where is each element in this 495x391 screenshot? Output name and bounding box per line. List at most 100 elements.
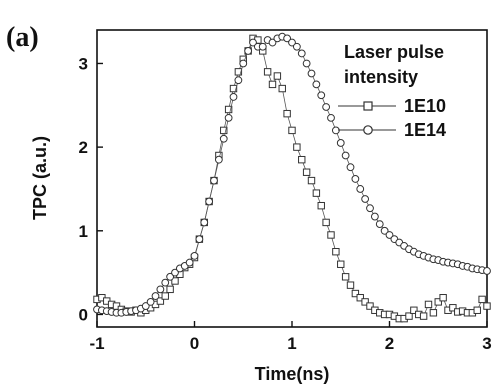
data-point-1e14 bbox=[224, 113, 233, 122]
data-point-1e14 bbox=[283, 34, 292, 43]
data-point-1e14 bbox=[327, 113, 335, 122]
legend-title-line-1: Laser pulse bbox=[344, 42, 444, 62]
data-point-1e14 bbox=[171, 268, 179, 277]
x-tick-label: 2 bbox=[385, 334, 394, 353]
data-point-1e10 bbox=[317, 201, 325, 210]
x-tick-label: 1 bbox=[287, 334, 296, 353]
data-point-1e14 bbox=[356, 185, 365, 193]
data-point-1e10 bbox=[234, 68, 243, 76]
legend-label-1e10: 1E10 bbox=[404, 96, 446, 116]
data-point-1e14 bbox=[141, 302, 150, 310]
data-point-1e14 bbox=[375, 220, 384, 228]
data-point-1e14 bbox=[351, 175, 360, 183]
data-point-1e10 bbox=[332, 248, 340, 256]
y-axis-title: TPC (a.u.) bbox=[30, 136, 50, 220]
legend-marker-1e10 bbox=[363, 101, 373, 111]
data-point-1e14 bbox=[185, 258, 194, 267]
data-point-1e10 bbox=[220, 126, 228, 135]
legend-entry-1e10: 1E10 bbox=[338, 96, 446, 116]
data-point-1e10 bbox=[449, 304, 457, 312]
y-tick-label: 3 bbox=[79, 54, 88, 73]
series-line-1e14 bbox=[96, 36, 488, 314]
data-point-1e14 bbox=[312, 80, 321, 89]
series-line-1e10 bbox=[96, 37, 488, 320]
data-point-1e14 bbox=[214, 155, 223, 164]
data-point-1e14 bbox=[336, 139, 345, 147]
data-point-1e10 bbox=[478, 295, 486, 304]
data-point-1e14 bbox=[268, 38, 277, 47]
data-point-1e10 bbox=[268, 80, 277, 89]
data-point-1e14 bbox=[307, 69, 316, 78]
data-point-1e14 bbox=[249, 38, 257, 47]
data-point-1e10 bbox=[283, 109, 291, 118]
data-point-1e14 bbox=[190, 251, 199, 260]
y-tick-label: 2 bbox=[79, 138, 88, 157]
data-point-1e14 bbox=[288, 38, 296, 47]
data-point-1e10 bbox=[473, 306, 481, 314]
legend-title-line-2: intensity bbox=[344, 67, 418, 87]
data-point-1e10 bbox=[298, 155, 306, 164]
data-point-1e10 bbox=[322, 218, 330, 227]
x-axis-title: Time(ns) bbox=[255, 364, 330, 384]
data-point-1e10 bbox=[434, 298, 442, 306]
data-point-1e14 bbox=[161, 278, 170, 287]
data-point-1e14 bbox=[317, 91, 326, 100]
data-point-1e14 bbox=[366, 204, 374, 213]
data-point-1e10 bbox=[429, 309, 438, 317]
data-point-1e10 bbox=[327, 231, 335, 239]
data-point-1e14 bbox=[195, 235, 204, 244]
data-point-1e10 bbox=[405, 312, 413, 320]
series-layer bbox=[93, 32, 491, 323]
data-point-1e10 bbox=[346, 281, 355, 289]
data-point-1e10 bbox=[439, 294, 447, 302]
data-point-1e10 bbox=[161, 292, 169, 300]
data-point-1e10 bbox=[361, 298, 369, 306]
legend: Laser pulse intensity 1E10 1E14 bbox=[338, 42, 446, 140]
data-point-1e14 bbox=[341, 151, 350, 160]
data-point-1e10 bbox=[288, 126, 296, 135]
data-point-1e10 bbox=[351, 289, 360, 298]
data-point-1e14 bbox=[200, 218, 209, 227]
data-point-1e10 bbox=[419, 312, 428, 320]
data-point-1e14 bbox=[322, 103, 331, 111]
y-tick-label: 0 bbox=[79, 305, 88, 324]
data-point-1e10 bbox=[312, 189, 321, 197]
data-point-1e14 bbox=[297, 49, 306, 58]
x-tick-label: 3 bbox=[482, 334, 491, 353]
data-point-1e14 bbox=[146, 298, 155, 306]
data-point-1e10 bbox=[171, 277, 179, 285]
panel-label: (a) bbox=[6, 22, 39, 53]
data-point-1e10 bbox=[424, 300, 433, 309]
y-tick-label: 1 bbox=[79, 222, 88, 241]
data-point-1e14 bbox=[205, 197, 214, 206]
data-point-1e14 bbox=[385, 231, 394, 239]
data-point-1e10 bbox=[483, 302, 491, 310]
legend-label-1e14: 1E14 bbox=[404, 120, 446, 140]
data-point-1e10 bbox=[307, 176, 316, 185]
data-point-1e10 bbox=[278, 84, 286, 93]
data-point-1e14 bbox=[210, 176, 218, 185]
data-point-1e14 bbox=[302, 59, 311, 68]
data-point-1e14 bbox=[219, 134, 228, 143]
data-point-1e14 bbox=[361, 195, 370, 203]
data-point-1e10 bbox=[341, 273, 350, 281]
data-point-1e14 bbox=[244, 47, 253, 55]
data-point-1e14 bbox=[258, 42, 267, 51]
data-point-1e14 bbox=[370, 212, 379, 221]
data-point-1e10 bbox=[356, 294, 364, 302]
data-point-1e14 bbox=[346, 163, 355, 172]
legend-entry-1e14: 1E14 bbox=[338, 120, 446, 140]
x-tick-label: -1 bbox=[89, 334, 104, 353]
legend-marker-1e14 bbox=[363, 125, 373, 135]
data-point-1e14 bbox=[156, 285, 165, 294]
x-tick-label: 0 bbox=[190, 334, 199, 353]
data-point-1e14 bbox=[234, 76, 243, 85]
data-point-1e14 bbox=[380, 226, 389, 235]
data-point-1e14 bbox=[239, 59, 248, 68]
data-point-1e10 bbox=[273, 72, 282, 80]
data-point-1e10 bbox=[366, 302, 374, 310]
data-point-1e10 bbox=[263, 68, 272, 76]
